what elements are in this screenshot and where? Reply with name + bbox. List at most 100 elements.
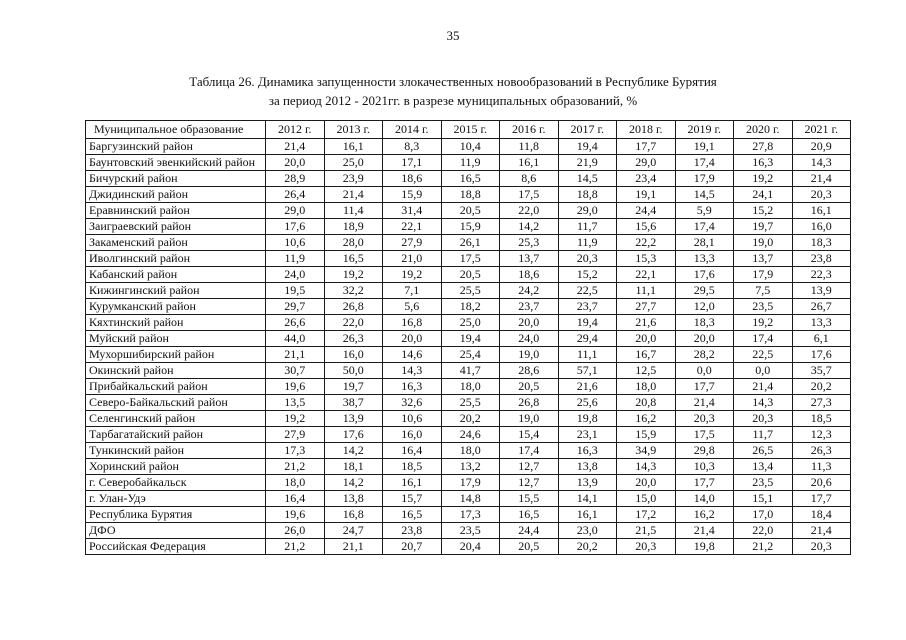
- cell-value: 25,3: [499, 234, 559, 251]
- row-label: Баунтовский эвенкийский район: [85, 154, 266, 171]
- cell-value: 21,6: [616, 314, 676, 331]
- cell-value: 19,7: [733, 218, 793, 235]
- cell-value: 27,3: [791, 394, 851, 411]
- cell-value: 17,6: [323, 426, 383, 443]
- cell-value: 19,2: [382, 266, 442, 283]
- cell-value: 23,5: [733, 298, 793, 315]
- row-label: Северо-Байкальский район: [85, 394, 266, 411]
- cell-value: 19,2: [323, 266, 383, 283]
- cell-value: 21,4: [791, 170, 851, 187]
- cell-value: 19,0: [733, 234, 793, 251]
- cell-value: 6,1: [791, 330, 851, 347]
- row-label: Кяхтинский район: [85, 314, 266, 331]
- cell-value: 5,9: [674, 202, 734, 219]
- table-row: Кабанский район 24,0 19,2 19,2 20,5 18,6 15,2 2…: [85, 266, 851, 283]
- cell-value: 16,4: [382, 442, 442, 459]
- cell-value: 24,4: [499, 522, 559, 539]
- cell-value: 12,7: [499, 474, 559, 491]
- table-row: Хоринский район 21,2 18,1 18,5 13,2 12,7 13,8 1…: [85, 458, 851, 475]
- cell-value: 22,0: [323, 314, 383, 331]
- cell-value: 13,3: [791, 314, 851, 331]
- column-header-year: 2013 г.: [323, 120, 383, 139]
- cell-value: 18,2: [440, 298, 500, 315]
- cell-value: 20,3: [733, 410, 793, 427]
- cell-value: 13,2: [440, 458, 500, 475]
- cell-value: 13,8: [557, 458, 617, 475]
- cell-value: 16,4: [265, 490, 325, 507]
- cell-value: 18,6: [382, 170, 442, 187]
- cell-value: 15,2: [733, 202, 793, 219]
- cell-value: 16,5: [323, 250, 383, 267]
- cell-value: 24,2: [499, 282, 559, 299]
- cell-value: 44,0: [265, 330, 325, 347]
- cell-value: 17,5: [499, 186, 559, 203]
- cell-value: 16,5: [440, 170, 500, 187]
- cell-value: 20,0: [674, 330, 734, 347]
- cell-value: 27,7: [616, 298, 676, 315]
- cell-value: 8,6: [499, 170, 559, 187]
- cell-value: 26,4: [265, 186, 325, 203]
- table-container: Муниципальное образование 2012 г. 2013 г. 2…: [85, 120, 851, 555]
- cell-value: 21,4: [791, 522, 851, 539]
- cell-value: 18,0: [440, 442, 500, 459]
- cell-value: 26,3: [323, 330, 383, 347]
- cell-value: 15,1: [733, 490, 793, 507]
- table-row: Кижингинский район 19,5 32,2 7,1 25,5 24,2 22,…: [85, 282, 851, 299]
- cell-value: 18,8: [440, 186, 500, 203]
- cell-value: 11,7: [733, 426, 793, 443]
- cell-value: 31,4: [382, 202, 442, 219]
- cell-value: 11,9: [557, 234, 617, 251]
- cell-value: 23,0: [557, 522, 617, 539]
- cell-value: 21,2: [265, 538, 325, 555]
- cell-value: 13,9: [323, 410, 383, 427]
- cell-value: 14,1: [557, 490, 617, 507]
- cell-value: 10,6: [265, 234, 325, 251]
- cell-value: 14,5: [557, 170, 617, 187]
- cell-value: 18,0: [265, 474, 325, 491]
- cell-value: 17,6: [265, 218, 325, 235]
- cell-value: 13,4: [733, 458, 793, 475]
- cell-value: 41,7: [440, 362, 500, 379]
- cell-value: 25,0: [323, 154, 383, 171]
- table-row: Тункинский район 17,3 14,2 16,4 18,0 17,4 16,3…: [85, 442, 851, 459]
- column-header-year: 2015 г.: [440, 120, 500, 139]
- cell-value: 17,9: [674, 170, 734, 187]
- cell-value: 26,7: [791, 298, 851, 315]
- cell-value: 23,9: [323, 170, 383, 187]
- cell-value: 18,8: [557, 186, 617, 203]
- table-row: Окинский район 30,7 50,0 14,3 41,7 28,6 57,1 12…: [85, 362, 851, 379]
- cell-value: 8,3: [382, 138, 442, 155]
- row-label: Закаменский район: [85, 234, 266, 251]
- cell-value: 24,0: [499, 330, 559, 347]
- cell-value: 19,1: [616, 186, 676, 203]
- table-body: Баргузинский район 21,4 16,1 8,3 10,4 11,8 19,…: [85, 138, 851, 555]
- cell-value: 19,4: [440, 330, 500, 347]
- cell-value: 14,3: [733, 394, 793, 411]
- cell-value: 16,3: [733, 154, 793, 171]
- cell-value: 19,6: [265, 506, 325, 523]
- cell-value: 19,7: [323, 378, 383, 395]
- cell-value: 38,7: [323, 394, 383, 411]
- column-header-year: 2021 г.: [791, 120, 851, 139]
- cell-value: 26,3: [791, 442, 851, 459]
- cell-value: 17,1: [382, 154, 442, 171]
- cell-value: 23,4: [616, 170, 676, 187]
- table-row: Закаменский район 10,6 28,0 27,9 26,1 25,3 11,…: [85, 234, 851, 251]
- cell-value: 19,4: [557, 314, 617, 331]
- cell-value: 7,1: [382, 282, 442, 299]
- cell-value: 15,2: [557, 266, 617, 283]
- cell-value: 18,5: [791, 410, 851, 427]
- cell-value: 25,5: [440, 394, 500, 411]
- row-label: Еравнинский район: [85, 202, 266, 219]
- cell-value: 20,0: [265, 154, 325, 171]
- cell-value: 20,5: [440, 202, 500, 219]
- cell-value: 26,8: [323, 298, 383, 315]
- cell-value: 18,4: [791, 506, 851, 523]
- column-header-year: 2019 г.: [674, 120, 734, 139]
- cell-value: 19,4: [557, 138, 617, 155]
- cell-value: 25,4: [440, 346, 500, 363]
- cell-value: 34,9: [616, 442, 676, 459]
- cell-value: 25,0: [440, 314, 500, 331]
- cell-value: 28,2: [674, 346, 734, 363]
- cell-value: 24,4: [616, 202, 676, 219]
